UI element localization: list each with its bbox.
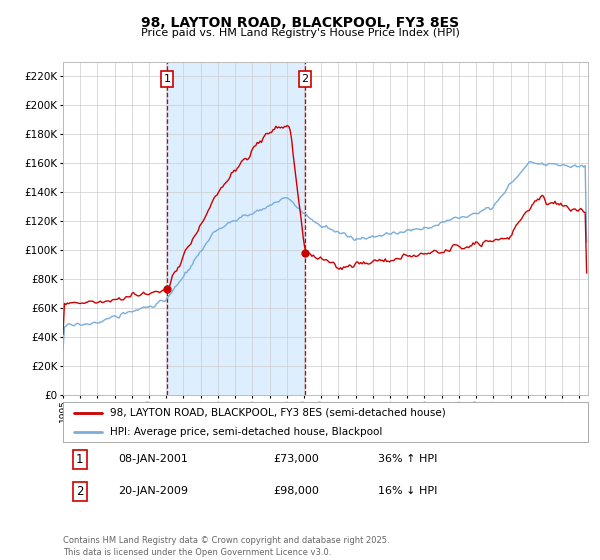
Text: Contains HM Land Registry data © Crown copyright and database right 2025.
This d: Contains HM Land Registry data © Crown c… xyxy=(63,536,389,557)
Text: 1: 1 xyxy=(76,453,83,466)
Text: 2: 2 xyxy=(301,74,308,84)
Text: 20-JAN-2009: 20-JAN-2009 xyxy=(118,487,188,496)
Text: £98,000: £98,000 xyxy=(273,487,319,496)
Text: 16% ↓ HPI: 16% ↓ HPI xyxy=(378,487,437,496)
Text: 36% ↑ HPI: 36% ↑ HPI xyxy=(378,454,437,464)
Bar xyxy=(167,62,305,395)
Text: HPI: Average price, semi-detached house, Blackpool: HPI: Average price, semi-detached house,… xyxy=(110,427,383,436)
Text: 98, LAYTON ROAD, BLACKPOOL, FY3 8ES (semi-detached house): 98, LAYTON ROAD, BLACKPOOL, FY3 8ES (sem… xyxy=(110,408,446,418)
Text: £73,000: £73,000 xyxy=(273,454,319,464)
Text: Price paid vs. HM Land Registry's House Price Index (HPI): Price paid vs. HM Land Registry's House … xyxy=(140,28,460,38)
Text: 08-JAN-2001: 08-JAN-2001 xyxy=(118,454,188,464)
Text: 2: 2 xyxy=(76,485,83,498)
Text: 98, LAYTON ROAD, BLACKPOOL, FY3 8ES: 98, LAYTON ROAD, BLACKPOOL, FY3 8ES xyxy=(141,16,459,30)
Text: 1: 1 xyxy=(164,74,170,84)
